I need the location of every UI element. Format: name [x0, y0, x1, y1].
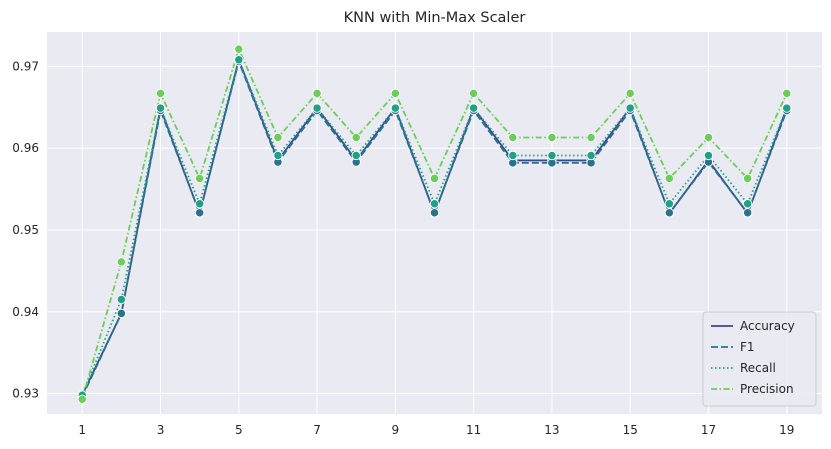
y-tick-label: 0.93: [12, 387, 39, 401]
legend-label: Precision: [740, 382, 794, 396]
data-point-recall: [273, 150, 283, 161]
legend-label: Recall: [740, 361, 776, 375]
data-point-precision: [703, 132, 714, 143]
x-tick-label: 9: [392, 423, 400, 437]
plot-background: [47, 32, 822, 414]
data-point-precision: [586, 132, 596, 143]
data-point-precision: [77, 394, 87, 404]
data-point-recall: [625, 103, 635, 113]
data-point-precision: [195, 173, 205, 184]
data-point-precision: [351, 132, 361, 143]
y-axis-ticks: 0.93 0.94 0.95 0.96 0.97: [12, 59, 39, 400]
data-point-precision: [742, 173, 753, 184]
data-point-precision: [468, 88, 479, 98]
data-point-recall: [195, 199, 205, 209]
data-point-f1: [429, 208, 440, 218]
data-point-precision: [390, 88, 401, 98]
chart-title: KNN with Min-Max Scaler: [344, 10, 526, 26]
data-point-recall: [351, 150, 361, 161]
data-point-recall: [468, 103, 479, 113]
x-tick-label: 17: [701, 423, 716, 437]
data-point-recall: [116, 294, 127, 305]
data-point-precision: [116, 257, 127, 267]
data-point-precision: [429, 173, 440, 184]
data-point-precision: [547, 132, 557, 143]
legend-box: [702, 311, 817, 407]
data-point-precision: [273, 132, 283, 143]
x-tick-label: 15: [623, 423, 638, 437]
data-point-precision: [155, 88, 166, 98]
x-tick-label: 5: [235, 423, 243, 437]
data-point-f1: [742, 208, 753, 218]
data-point-recall: [390, 103, 401, 113]
legend-label: F1: [740, 340, 755, 354]
data-point-precision: [782, 88, 792, 98]
data-point-precision: [625, 88, 635, 98]
x-tick-label: 19: [779, 423, 794, 437]
x-axis-ticks: 1 3 5 7 9 11 13 15 17 19: [78, 423, 794, 437]
y-tick-label: 0.97: [12, 59, 39, 73]
data-point-f1: [195, 208, 205, 218]
series-markers: [77, 44, 792, 404]
data-point-recall: [664, 199, 674, 209]
data-point-recall: [703, 150, 714, 161]
legend: Accuracy F1 Recall Precision: [702, 311, 817, 407]
legend-label: Accuracy: [740, 319, 795, 333]
data-point-recall: [234, 55, 244, 65]
x-tick-label: 13: [544, 423, 559, 437]
data-point-precision: [234, 44, 244, 54]
data-point-recall: [742, 199, 753, 209]
data-point-recall: [155, 103, 166, 113]
y-tick-label: 0.94: [12, 305, 39, 319]
data-point-recall: [429, 199, 440, 209]
data-point-recall: [586, 150, 596, 161]
data-point-f1: [116, 308, 127, 319]
data-point-recall: [547, 150, 557, 161]
data-point-precision: [664, 173, 674, 184]
x-tick-label: 7: [313, 423, 321, 437]
data-point-precision: [312, 88, 322, 98]
x-tick-label: 1: [78, 423, 86, 437]
data-point-precision: [508, 132, 518, 143]
data-point-f1: [664, 208, 674, 218]
data-point-recall: [508, 150, 518, 161]
y-tick-label: 0.95: [12, 223, 39, 237]
data-point-recall: [782, 103, 792, 113]
y-tick-label: 0.96: [12, 141, 39, 155]
data-point-recall: [312, 103, 322, 113]
x-tick-label: 3: [157, 423, 165, 437]
x-tick-label: 11: [466, 423, 481, 437]
